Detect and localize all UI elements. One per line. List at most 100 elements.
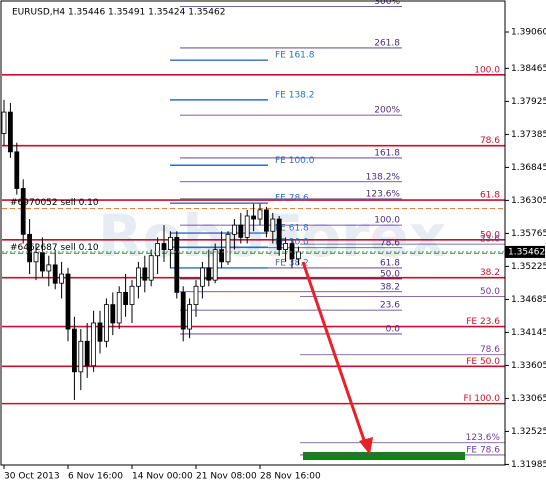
- level-label: 161.8: [374, 148, 400, 158]
- candle-body: [263, 209, 269, 232]
- level-label: FE 78.6: [466, 445, 500, 455]
- candle-body: [148, 255, 154, 281]
- y-tick-label: 1.37385: [511, 130, 546, 140]
- y-tick-label: 1.32525: [511, 427, 546, 437]
- candle-body: [276, 218, 282, 251]
- y-tick-label: 1.35765: [511, 229, 546, 239]
- candle-body: [135, 267, 141, 287]
- plot-frame: [0, 0, 506, 466]
- candle-body: [84, 340, 90, 367]
- level-label: 78.6: [380, 238, 400, 248]
- candle-body: [251, 215, 257, 220]
- level-label: 0.0: [386, 324, 401, 334]
- level-label: FE 100.0: [275, 156, 315, 166]
- candle-body: [295, 251, 301, 260]
- y-tick-label: 1.33605: [511, 361, 546, 371]
- candle-body: [289, 243, 295, 260]
- candle-body: [206, 267, 212, 281]
- level-label: 100.0: [374, 216, 400, 226]
- level-label: 61.8: [480, 191, 500, 201]
- level-label: 50.0: [380, 269, 400, 279]
- candle-body: [20, 188, 26, 235]
- candle-body: [14, 151, 20, 189]
- y-tick-label: 1.33065: [511, 394, 546, 404]
- y-tick-label: 1.35225: [511, 262, 546, 272]
- level-label: 261.8: [374, 38, 400, 48]
- candle-body: [104, 304, 109, 342]
- candle-body: [65, 273, 71, 330]
- x-tick-label: 21 Nov 08:00: [196, 472, 257, 482]
- y-tick-label: 1.36845: [511, 163, 546, 173]
- candle-body: [161, 243, 167, 251]
- level-label: 300%: [374, 0, 400, 7]
- watermark: RoboForex: [98, 202, 446, 270]
- candle-body: [91, 322, 96, 367]
- y-tick-label: 1.37925: [511, 97, 546, 107]
- y-tick-label: 1.34685: [511, 295, 546, 305]
- arrow-shaft: [301, 261, 368, 447]
- candle-body: [187, 304, 193, 330]
- level-label: 23.6: [380, 301, 400, 311]
- candle-body: [225, 233, 231, 263]
- level-label: 78.6: [480, 345, 500, 355]
- level-label: 38.2: [380, 282, 400, 292]
- current-price-box: [505, 245, 545, 258]
- candle-body: [155, 243, 161, 257]
- candle-body: [33, 252, 39, 263]
- y-tick-label: 1.39060: [511, 28, 546, 38]
- candle-body: [231, 224, 237, 235]
- level-label: 138.2%: [366, 172, 401, 182]
- level-label: FE 23.6: [466, 317, 500, 327]
- candle-body: [46, 264, 52, 272]
- candle-body: [212, 249, 218, 281]
- x-tick-label: 6 Nov 16:00: [68, 472, 123, 482]
- candle-body: [244, 215, 250, 238]
- order-label: #6970052 sell 0.10: [10, 198, 99, 208]
- chart-title: EURUSD,H4 1.35446 1.35491 1.35424 1.3546…: [12, 8, 225, 18]
- candle-body: [193, 285, 199, 306]
- level-label: 61.8: [380, 258, 400, 268]
- candle-body: [59, 273, 64, 284]
- candle-body: [78, 340, 84, 373]
- candle-body: [129, 285, 135, 306]
- candle-body: [1, 111, 7, 134]
- candle-body: [174, 236, 180, 293]
- y-tick-label: 1.36305: [511, 196, 546, 206]
- level-label: FE 61.8: [275, 224, 309, 234]
- level-label: FE 78.6: [275, 194, 309, 204]
- candle-body: [52, 264, 58, 284]
- level-label: 38.2: [480, 268, 500, 278]
- level-label: 50.0: [480, 230, 500, 240]
- candle-body: [199, 267, 205, 287]
- y-tick-label: 1.38465: [511, 64, 546, 74]
- candle-body: [27, 233, 33, 263]
- candle-body: [283, 243, 289, 251]
- x-tick-label: 28 Nov 16:00: [260, 472, 321, 482]
- candle-body: [72, 328, 77, 373]
- level-label: FI 100.0: [464, 394, 501, 404]
- arrow-head: [359, 437, 373, 455]
- y-tick-label: 1.31985: [511, 460, 546, 470]
- candle-body: [219, 249, 225, 263]
- level-label: FE 50.0: [466, 357, 500, 367]
- candle-body: [97, 322, 103, 342]
- current-price-label: 1.35462: [508, 247, 545, 257]
- level-label: 100.0: [474, 65, 500, 75]
- candle-body: [142, 267, 148, 281]
- y-tick-label: 1.34145: [511, 328, 546, 338]
- x-tick-label: 30 Oct 2013: [4, 472, 60, 482]
- candle-body: [257, 209, 263, 220]
- level-label: 23.6: [480, 235, 500, 245]
- candle-body: [238, 224, 244, 238]
- level-label: 123.6%: [466, 433, 501, 443]
- candle-body: [180, 291, 186, 330]
- level-label: 200%: [374, 106, 400, 116]
- candle-body: [7, 111, 13, 153]
- level-label: FE 161.8: [275, 51, 315, 61]
- candle-body: [270, 218, 276, 232]
- level-label: 50.0: [480, 287, 500, 297]
- target-zone: [303, 452, 465, 460]
- candle-body: [123, 291, 128, 306]
- x-tick-label: 14 Nov 00:00: [132, 472, 193, 482]
- level-label: 78.6: [480, 136, 500, 146]
